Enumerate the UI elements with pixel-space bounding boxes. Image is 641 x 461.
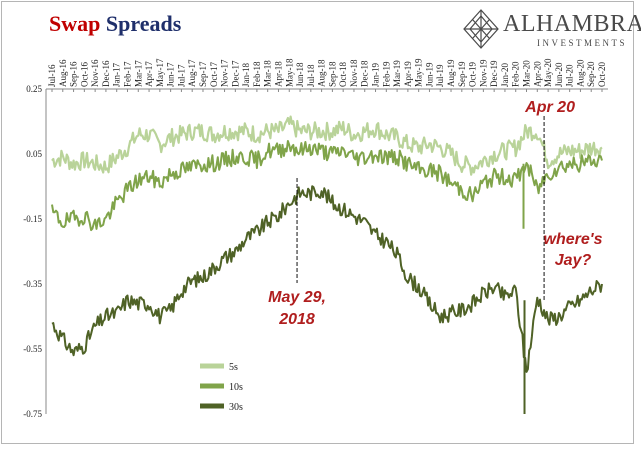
x-tick-label: Oct-16: [79, 62, 89, 87]
x-tick-label: Sep-18: [327, 61, 337, 87]
legend: 5s 10s 30s: [200, 362, 243, 413]
x-axis: Jul-16 Aug-16 Sep-16 Oct-16 Nov-16 Dec-16 Jan-…: [46, 58, 608, 92]
x-tick-label: Dec-17: [230, 60, 240, 87]
logo-subtitle: INVESTMENTS: [537, 38, 627, 48]
chart-title: Swap Spreads: [49, 11, 181, 37]
x-tick-label: Jul-19: [435, 64, 445, 87]
x-tick-label: Oct-18: [338, 62, 348, 87]
x-tick-label: Oct-20: [597, 62, 607, 87]
x-tick-label: Jan-18: [241, 63, 251, 87]
x-tick-label: Jul-16: [47, 64, 57, 87]
x-tick-label: Jun-17: [166, 62, 176, 87]
x-tick-label: Aug-20: [575, 59, 585, 87]
x-tick-label: Jan-20: [500, 63, 510, 87]
title-word-spreads: Spreads: [105, 11, 182, 36]
x-tick-label: May-17: [155, 58, 165, 87]
x-tick-label: Mar-20: [522, 60, 532, 87]
y-tick-label: 0.25: [26, 84, 42, 94]
series-lines: [51, 115, 603, 414]
x-tick-label: Aug-16: [58, 59, 68, 87]
series-line-5s: [51, 115, 603, 176]
annotation-line: where's: [544, 231, 603, 248]
x-tick-label: Sep-17: [198, 61, 208, 87]
x-tick-label: Dec-19: [489, 60, 499, 87]
x-tick-label: Sep-16: [69, 61, 79, 87]
y-axis: 0.25 0.05 -0.15 -0.35 -0.55 -0.75: [23, 84, 47, 419]
x-tick-label: Jan-17: [112, 63, 122, 87]
annotation-line: May 29,: [268, 289, 326, 306]
y-tick-label: -0.55: [23, 344, 42, 354]
x-tick-label: Feb-19: [381, 61, 391, 87]
x-tick-label: Mar-18: [263, 60, 273, 87]
chart-frame: [1, 1, 634, 444]
annotations: May 29, 2018 Apr 20 where's Jay?: [268, 99, 602, 328]
x-tick-label: Dec-16: [101, 60, 111, 87]
y-tick-label: -0.15: [23, 214, 42, 224]
annotation-line: Jay?: [555, 252, 592, 269]
series-line-30s: [51, 185, 603, 373]
x-tick-label: Dec-18: [360, 60, 370, 87]
title-word-swap: Swap: [49, 11, 101, 36]
x-tick-label: Oct-17: [209, 62, 219, 87]
x-tick-label: May-20: [543, 58, 553, 87]
annotation-may-29-2018: May 29, 2018: [268, 289, 326, 328]
diamond-logo-icon: [463, 9, 499, 49]
x-tick-label: May-18: [284, 58, 294, 87]
x-tick-label: Apr-18: [273, 61, 283, 87]
x-tick-label: Nov-17: [220, 59, 230, 87]
annotation-line: 2018: [278, 311, 315, 328]
x-tick-label: Mar-19: [392, 60, 402, 87]
x-tick-label: Jun-18: [295, 62, 305, 87]
legend-label-10s: 10s: [229, 382, 243, 393]
x-tick-label: Sep-19: [457, 61, 467, 87]
x-tick-label: Jul-17: [176, 64, 186, 87]
x-tick-label: Jun-19: [424, 62, 434, 87]
x-tick-label: Mar-17: [133, 60, 143, 87]
y-tick-label: -0.75: [23, 409, 42, 419]
x-tick-label: Feb-18: [252, 61, 262, 87]
annotation-apr-20: Apr 20: [524, 99, 575, 116]
x-tick-label: Nov-18: [349, 59, 359, 87]
y-tick-label: -0.35: [23, 279, 42, 289]
x-tick-label: Feb-17: [122, 61, 132, 87]
x-tick-label: Jul-20: [565, 64, 575, 87]
x-tick-label: Aug-19: [446, 59, 456, 87]
y-tick-label: 0.05: [26, 149, 42, 159]
x-tick-label: Jul-18: [306, 64, 316, 87]
series-line-10s: [51, 140, 603, 232]
x-tick-label: Apr-19: [403, 61, 413, 87]
annotation-wheres-jay: where's Jay?: [544, 231, 603, 269]
legend-label-5s: 5s: [229, 362, 238, 373]
x-tick-label: Aug-17: [187, 59, 197, 87]
x-tick-label: Apr-20: [532, 61, 542, 87]
x-tick-label: Feb-20: [511, 61, 521, 87]
x-tick-label: Aug-18: [317, 59, 327, 87]
x-tick-label: Jun-20: [554, 62, 564, 87]
x-tick-label: Apr-17: [144, 61, 154, 87]
x-tick-label: May-19: [414, 58, 424, 87]
x-tick-label: Nov-19: [478, 59, 488, 87]
x-tick-label: Oct-19: [468, 62, 478, 87]
x-tick-label: Nov-16: [90, 59, 100, 87]
legend-label-30s: 30s: [229, 402, 243, 413]
x-tick-label: Jan-19: [371, 63, 381, 87]
x-tick-label: Sep-20: [586, 61, 596, 87]
alhambra-logo: ALHAMBRA INVESTMENTS: [463, 9, 641, 49]
logo-name: ALHAMBRA: [503, 11, 641, 37]
